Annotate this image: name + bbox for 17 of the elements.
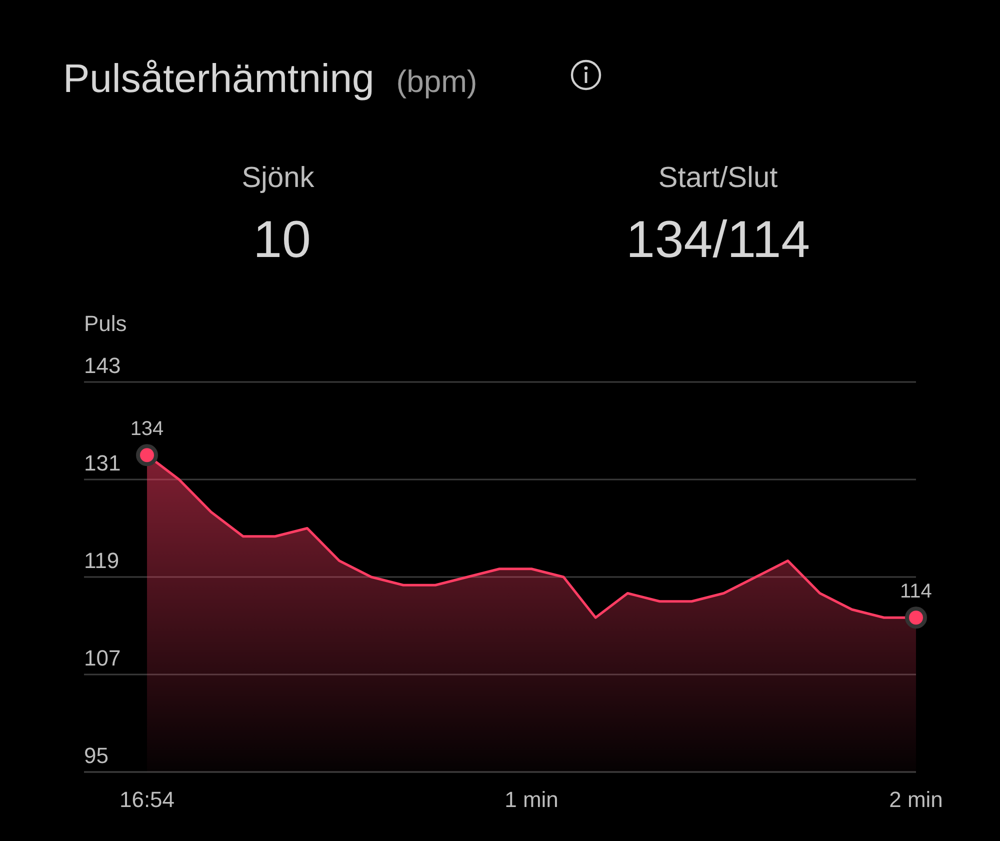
text: 10 — [253, 211, 311, 269]
x-tick-label: 2 min — [889, 787, 943, 812]
text: Start/Slut — [658, 162, 778, 194]
x-tick-label: 1 min — [504, 787, 558, 812]
text: Sjönk — [242, 162, 315, 194]
text: 134/114 — [626, 211, 810, 269]
chart-title: Pulsåterhämtning — [63, 57, 374, 101]
y-tick-label: 95 — [84, 743, 108, 768]
y-tick-label: 143 — [84, 353, 121, 378]
y-tick-label: 119 — [84, 548, 120, 573]
y-axis-title: Puls — [84, 311, 127, 336]
x-tick-label: 16:54 — [119, 787, 175, 812]
data-label: 134 — [130, 418, 164, 440]
chart-subtitle: (bpm) — [396, 64, 478, 99]
data-label: 114 — [900, 580, 932, 603]
y-tick-label: 131 — [84, 450, 121, 476]
y-tick-label: 107 — [84, 646, 121, 670]
